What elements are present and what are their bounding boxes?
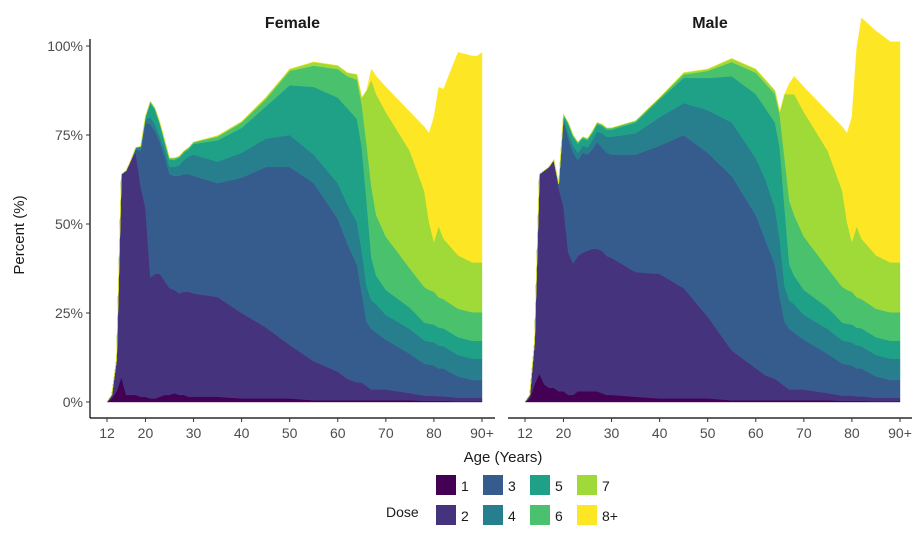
x-tick-label: 80 xyxy=(844,425,860,441)
x-tick-label: 70 xyxy=(378,425,394,441)
y-tick-label: 25% xyxy=(55,305,83,321)
x-tick-label: 90+ xyxy=(470,425,494,441)
legend-swatch-1 xyxy=(436,475,456,495)
area-dose-8plus xyxy=(524,17,901,403)
legend-label: 3 xyxy=(508,478,516,494)
x-tick-label: 40 xyxy=(234,425,250,441)
x-axis-title: Age (Years) xyxy=(464,449,543,466)
x-tick-label: 20 xyxy=(556,425,572,441)
legend-label: 5 xyxy=(555,478,563,494)
legend-label: 4 xyxy=(508,508,516,524)
y-axis-title: Percent (%) xyxy=(11,195,28,274)
legend-swatch-2 xyxy=(436,505,456,525)
legend-label: 1 xyxy=(461,478,469,494)
legend-swatch-8plus xyxy=(577,505,597,525)
panel-title: Male xyxy=(692,15,728,32)
legend-swatch-4 xyxy=(483,505,503,525)
x-tick-label: 60 xyxy=(748,425,764,441)
x-tick-label: 70 xyxy=(796,425,812,441)
y-tick-label: 100% xyxy=(47,38,83,54)
x-tick-label: 50 xyxy=(282,425,298,441)
legend-label: 8+ xyxy=(602,508,618,524)
panel-1: Male 12 20 30 40 50 60 70 80 90+ xyxy=(508,15,912,441)
x-tick-label: 30 xyxy=(604,425,620,441)
y-tick-label: 75% xyxy=(55,127,83,143)
panel-0: Female 0% 25% 50% 75% 100% 12 20 30 40 50 60 70 80 90+ xyxy=(47,15,495,441)
y-tick-label: 0% xyxy=(63,394,83,410)
x-tick-label: 30 xyxy=(186,425,202,441)
x-tick-label: 60 xyxy=(330,425,346,441)
x-tick-label: 90+ xyxy=(888,425,912,441)
x-tick-label: 40 xyxy=(652,425,668,441)
legend-swatch-7 xyxy=(577,475,597,495)
x-tick-label: 20 xyxy=(138,425,154,441)
x-tick-label: 80 xyxy=(426,425,442,441)
legend-title: Dose xyxy=(386,504,419,520)
legend-swatch-5 xyxy=(530,475,550,495)
panels-layer: Female 0% 25% 50% 75% 100% 12 20 30 40 50 60 70 80 90+… xyxy=(47,15,912,441)
x-tick-label: 50 xyxy=(700,425,716,441)
y-tick-label: 50% xyxy=(55,216,83,232)
legend-swatch-6 xyxy=(530,505,550,525)
x-tick-label: 12 xyxy=(517,425,533,441)
legend-swatch-3 xyxy=(483,475,503,495)
legend-label: 7 xyxy=(602,478,610,494)
legend-label: 2 xyxy=(461,508,469,524)
legend: Dose 1 2 3 4 5 6 7 8+ xyxy=(386,475,618,525)
x-tick-label: 12 xyxy=(99,425,115,441)
area-dose-8plus xyxy=(106,52,483,403)
panel-title: Female xyxy=(265,15,320,32)
legend-label: 6 xyxy=(555,508,563,524)
